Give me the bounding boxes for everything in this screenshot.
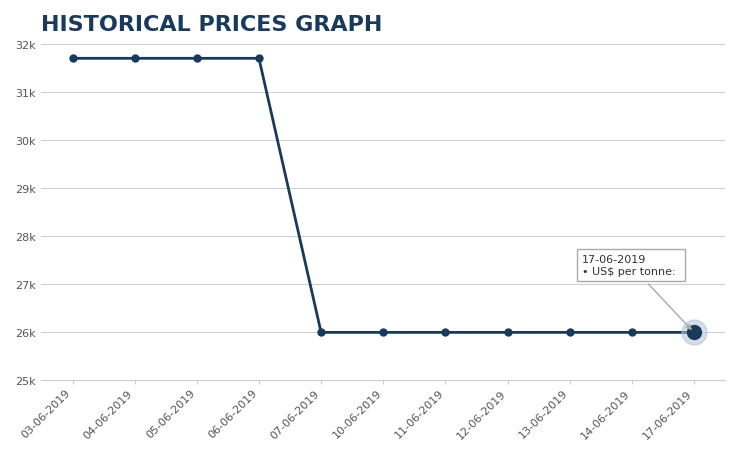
Text: HISTORICAL PRICES GRAPH: HISTORICAL PRICES GRAPH	[41, 15, 383, 35]
Text: 17-06-2019
• US$ per tonne: ​: 17-06-2019 • US$ per tonne: ​	[582, 255, 691, 329]
